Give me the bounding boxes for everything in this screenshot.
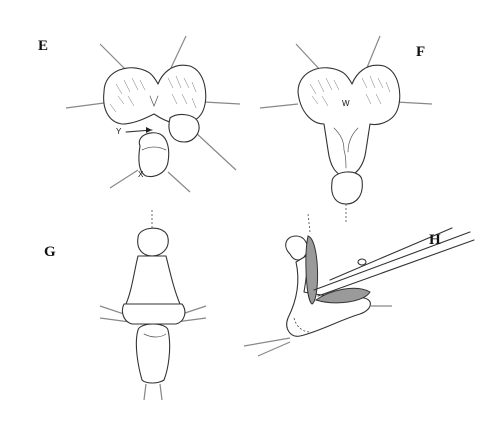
traction-suture-g5 — [143, 383, 147, 401]
traction-suture-f4 — [395, 101, 433, 105]
incision-dash-h — [293, 317, 311, 333]
panel-h-drawing — [243, 213, 475, 357]
traction-suture-g2 — [99, 317, 131, 323]
glans-f — [331, 171, 363, 205]
arrow-y-head — [146, 127, 152, 133]
glans-e — [168, 113, 200, 143]
grey-flap-horizontal-h — [314, 287, 371, 304]
panel-label-e: E — [38, 38, 49, 54]
traction-suture-e2 — [169, 35, 187, 71]
instrument-blade-3 — [329, 227, 453, 281]
traction-suture-e5 — [194, 131, 237, 171]
traction-suture-e1 — [99, 43, 129, 73]
glans-g — [137, 227, 169, 257]
instrument-hinge — [357, 258, 367, 266]
traction-suture-e7 — [167, 171, 191, 193]
tube-fold-g — [143, 333, 167, 338]
traction-suture-e3 — [65, 102, 105, 109]
traction-suture-f3 — [259, 103, 299, 109]
instrument-blade-2 — [317, 239, 475, 297]
traction-suture-f2 — [365, 35, 381, 71]
incision-mark-e — [149, 95, 159, 107]
midline-h — [307, 213, 311, 233]
panel-label-g: G — [44, 244, 56, 260]
shaft-e — [138, 132, 170, 178]
traction-suture-h2 — [243, 337, 291, 347]
flap-hatching-f — [309, 75, 391, 107]
annotation-y: Y — [116, 127, 122, 136]
instrument-blade-1 — [313, 231, 471, 291]
traction-suture-e6 — [109, 169, 139, 189]
traction-suture-h3 — [257, 341, 291, 357]
central-suture-line-f — [333, 127, 359, 169]
skin-flap-f — [297, 64, 401, 177]
shaft-g — [125, 255, 181, 305]
glans-h — [285, 235, 308, 261]
preputial-tube-g — [135, 323, 171, 384]
base-g — [121, 303, 186, 325]
panel-g-drawing — [99, 210, 207, 401]
panel-f-drawing — [259, 35, 433, 224]
panel-label-h: H — [429, 232, 441, 248]
shaft-fold-e — [141, 146, 167, 151]
annotation-w: W — [342, 99, 350, 108]
grey-flap-vertical-h — [305, 235, 319, 305]
traction-suture-f1 — [295, 43, 323, 73]
traction-suture-e4 — [203, 101, 241, 105]
skin-flap-e — [103, 64, 207, 126]
panel-e-drawing — [65, 35, 241, 193]
annotation-x: X — [138, 170, 144, 179]
flap-hatching-e — [109, 75, 197, 113]
panel-label-f: F — [416, 44, 426, 60]
traction-suture-g6 — [159, 383, 163, 401]
